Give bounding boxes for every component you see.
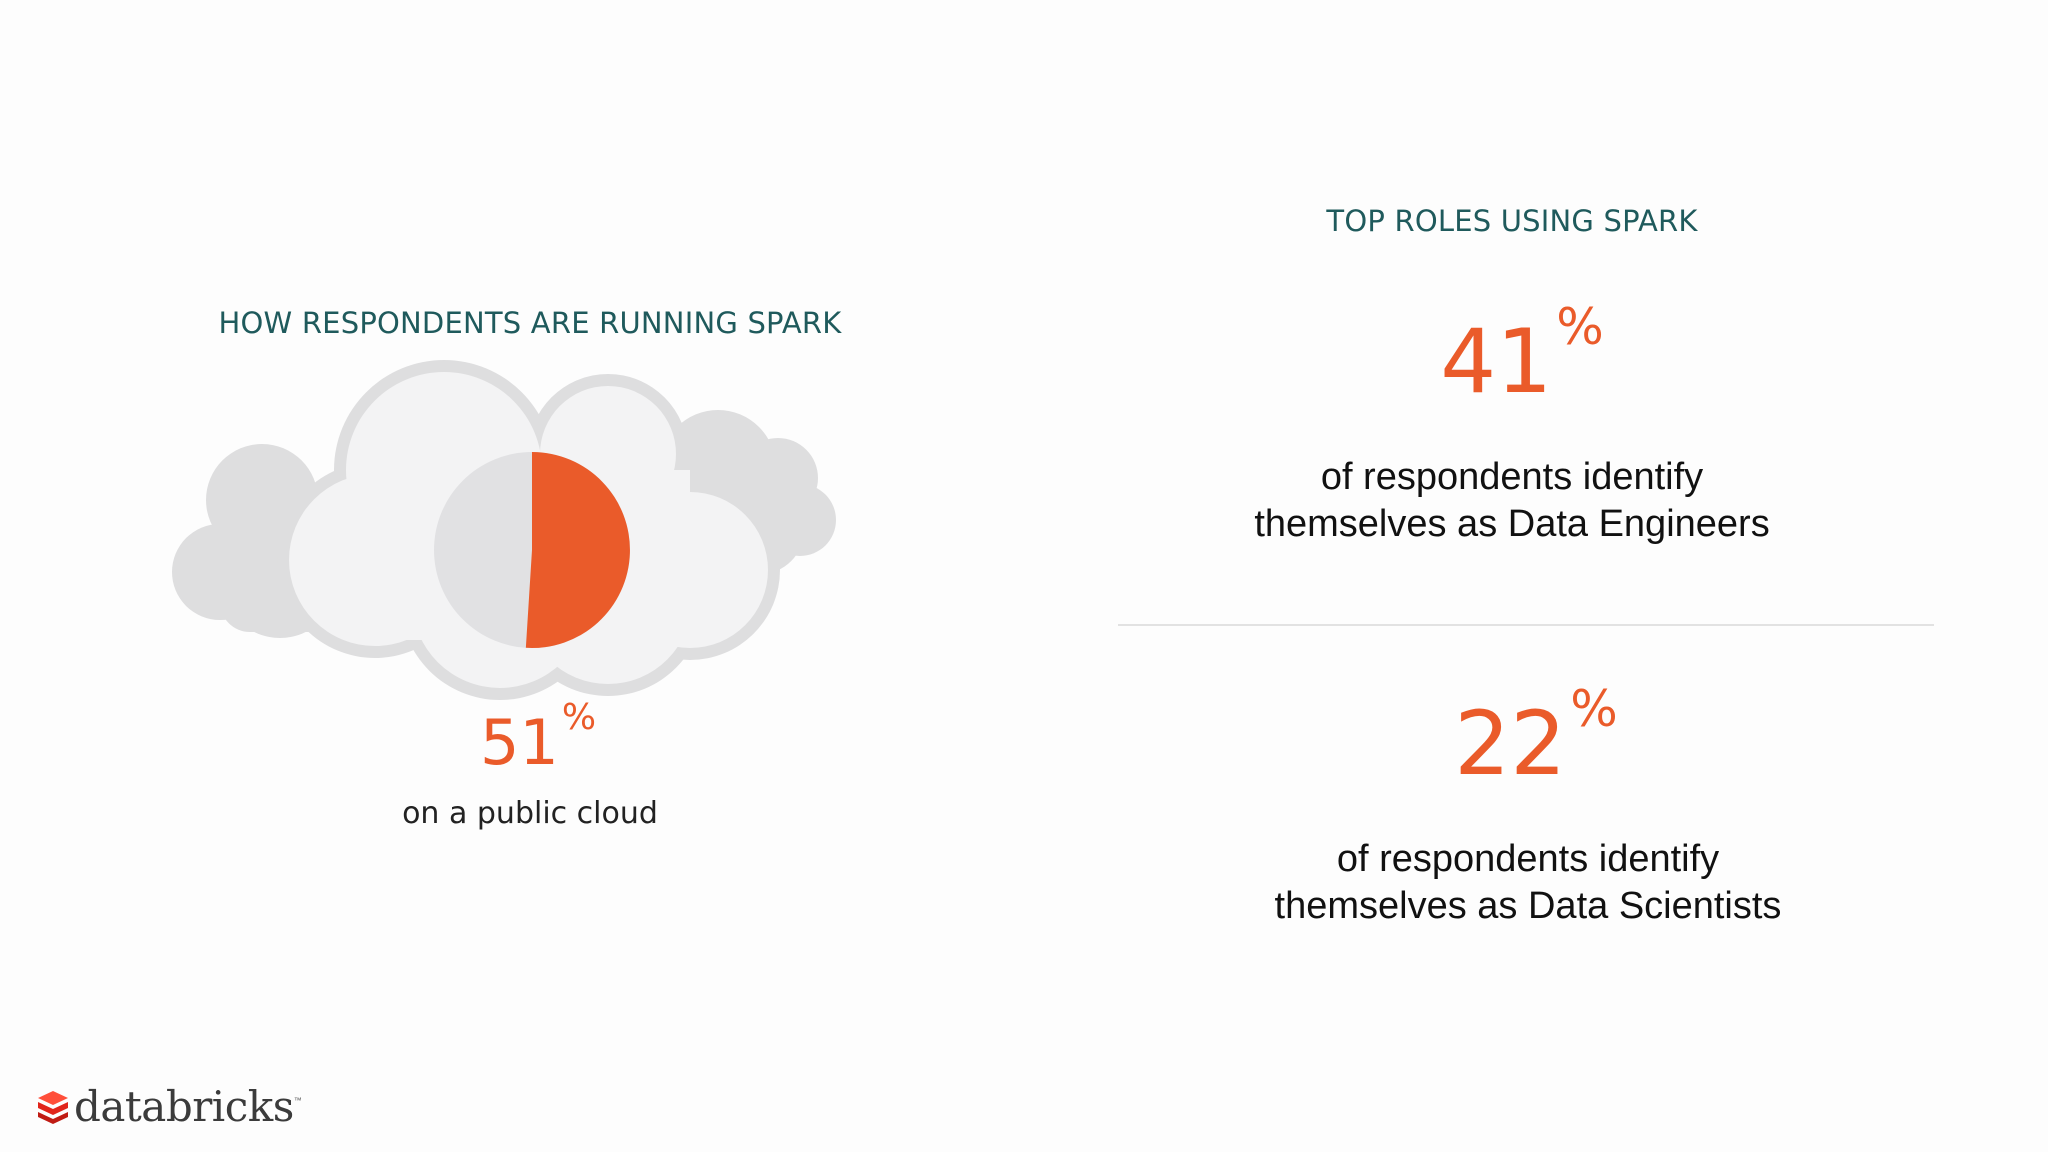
data-engineers-stat: 41% <box>1440 302 1604 406</box>
running-spark-heading: HOW RESPONDENTS ARE RUNNING SPARK <box>218 306 842 340</box>
data-scientists-caption: of respondents identify themselves as Da… <box>1275 836 1782 930</box>
data-scientists-caption-line2: themselves as Data Scientists <box>1274 885 1782 927</box>
data-engineers-caption-line1: of respondents identify <box>1320 456 1704 498</box>
public-cloud-stat-value: 51 <box>479 706 559 779</box>
data-engineers-caption-line2: themselves as Data Engineers <box>1254 503 1770 545</box>
data-engineers-stat-unit: % <box>1556 298 1604 356</box>
databricks-logo: databricks ™ <box>36 1082 302 1131</box>
data-scientists-stat-value: 22 <box>1454 692 1567 795</box>
databricks-logo-tm: ™ <box>293 1096 302 1105</box>
pie-slice-public-cloud <box>525 452 630 648</box>
data-scientists-stat: 22% <box>1454 684 1618 788</box>
public-cloud-caption: on a public cloud <box>402 796 658 831</box>
section-divider <box>1118 624 1934 626</box>
data-scientists-caption-line1: of respondents identify <box>1336 838 1720 880</box>
data-engineers-caption: of respondents identify themselves as Da… <box>1254 454 1769 548</box>
databricks-logo-text: databricks <box>74 1082 294 1131</box>
cloud-illustration <box>172 360 836 700</box>
public-cloud-stat: 51% <box>480 700 596 774</box>
top-roles-heading: TOP ROLES USING SPARK <box>1326 204 1698 238</box>
public-cloud-stat-unit: % <box>561 697 597 738</box>
databricks-logo-icon <box>38 1090 68 1124</box>
data-scientists-stat-unit: % <box>1570 680 1618 738</box>
data-engineers-stat-value: 41 <box>1440 310 1553 413</box>
